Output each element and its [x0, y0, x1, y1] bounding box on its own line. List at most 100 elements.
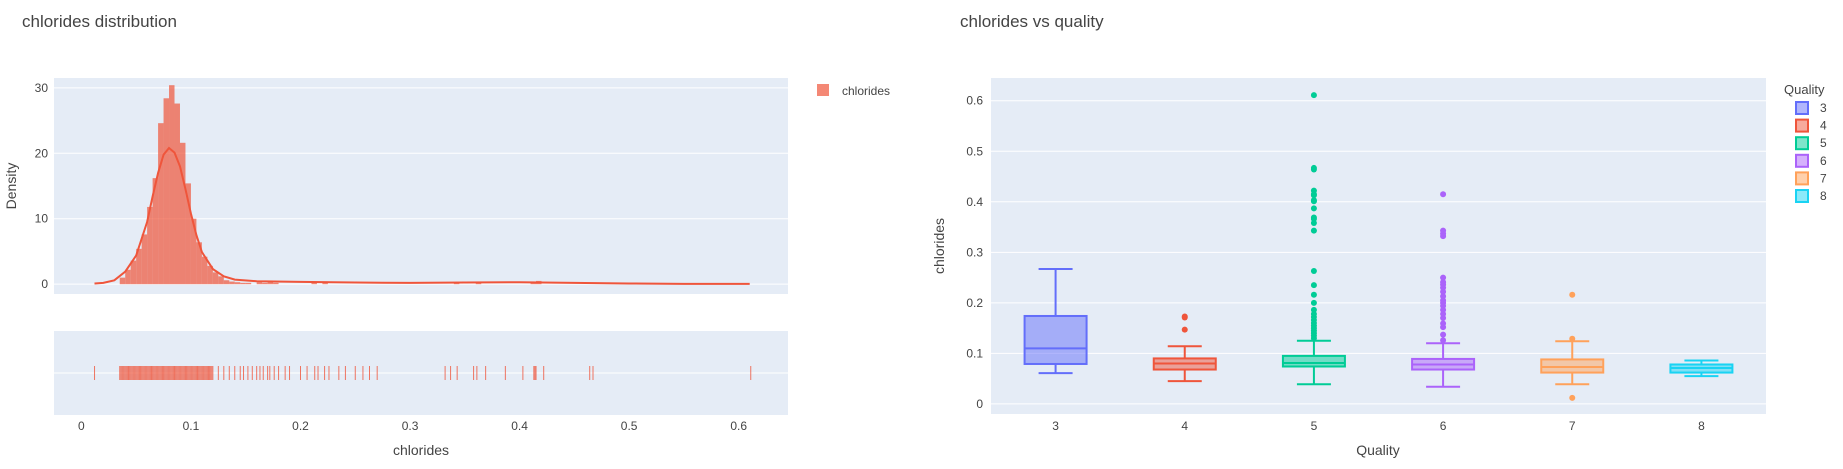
- boxplot-x-tick-label: 8: [1698, 419, 1705, 433]
- box-quality-5[interactable]: [1281, 92, 1346, 386]
- legend-label: 3: [1820, 101, 1827, 115]
- box-outlier-point: [1181, 326, 1188, 333]
- histogram-bar: [185, 183, 191, 285]
- box-quality-7[interactable]: [1540, 291, 1605, 401]
- legend-swatch: [1795, 101, 1809, 115]
- box-outlier-point: [1440, 191, 1447, 198]
- boxplot-x-tick-label: 7: [1569, 419, 1576, 433]
- legend-label-chlorides: chlorides: [842, 84, 890, 98]
- histogram-legend[interactable]: chlorides: [817, 84, 890, 98]
- box-outlier-point: [1181, 313, 1188, 320]
- box-quality-4[interactable]: [1152, 313, 1217, 383]
- histogram-bar: [234, 282, 241, 285]
- boxplot-plot-area: [991, 78, 1766, 414]
- box-outlier-point: [1569, 394, 1576, 401]
- boxplot-y-tick-label: 0.2: [966, 296, 983, 310]
- legend-item-quality-6[interactable]: 6: [1795, 153, 1827, 168]
- box-quality-6[interactable]: [1411, 191, 1476, 388]
- box-outlier-point: [1310, 227, 1317, 234]
- boxplot-gridlines: [991, 100, 1766, 405]
- histogram-bar: [179, 142, 186, 285]
- boxplot-x-tick-label: 4: [1181, 419, 1188, 433]
- histogram-x-tick-label: 0: [78, 419, 85, 433]
- boxplot-y-tick-label: 0.6: [966, 94, 983, 108]
- histogram-bar: [212, 272, 219, 285]
- histogram-bar: [136, 248, 142, 285]
- histogram-bar: [229, 281, 235, 285]
- legend-swatch-chlorides: [817, 84, 829, 96]
- distribution-title: chlorides distribution: [22, 12, 177, 31]
- legend-item-quality-7[interactable]: 7: [1795, 171, 1827, 186]
- box-outlier-point: [1310, 164, 1317, 171]
- box-outlier-point: [1310, 92, 1317, 99]
- legend-item-quality-8[interactable]: 8: [1795, 189, 1827, 203]
- boxplot-y-tick-label: 0: [976, 397, 983, 411]
- histogram-bar: [223, 280, 230, 285]
- histogram-bar: [169, 85, 175, 285]
- box-outlier-point: [1440, 320, 1447, 327]
- box-iqr: [1281, 354, 1346, 368]
- boxplot-y-tick-label: 0.4: [966, 195, 983, 209]
- legend-label: 5: [1820, 136, 1827, 150]
- box-outlier-point: [1569, 291, 1576, 298]
- histogram-bar: [273, 282, 279, 285]
- histogram-x-axis-label: chlorides: [393, 442, 449, 458]
- histogram-x-ticks: 0 0.1 0.2 0.3 0.4 0.5 0.6: [78, 419, 747, 433]
- histogram-bar: [256, 282, 263, 285]
- distribution-panel: chlorides distribution 0 10 20 30 Density 0…: [3, 12, 890, 458]
- histogram-x-tick-label: 0.4: [511, 419, 528, 433]
- box-quality-8[interactable]: [1669, 359, 1734, 378]
- histogram-x-tick-label: 0.6: [730, 419, 747, 433]
- box-quality-3[interactable]: [1023, 267, 1088, 375]
- histogram-bar: [475, 282, 482, 285]
- legend-swatch: [1795, 171, 1809, 186]
- histogram-x-tick-label: 0.3: [402, 419, 419, 433]
- legend-label: 8: [1820, 189, 1827, 203]
- box-outlier-point: [1310, 291, 1317, 298]
- histogram-bar: [196, 242, 202, 285]
- box-outlier-point: [1440, 337, 1447, 344]
- legend-swatch: [1795, 153, 1809, 168]
- boxplot-x-tick-label: 5: [1311, 419, 1318, 433]
- legend-item-quality-3[interactable]: 3: [1795, 101, 1827, 115]
- box-outlier-point: [1310, 299, 1317, 306]
- histogram-y-tick-label: 20: [35, 146, 49, 160]
- box-outlier-point: [1569, 335, 1576, 342]
- histogram-bar: [240, 282, 246, 285]
- box-outlier-point: [1440, 279, 1447, 286]
- histogram-bar: [201, 256, 208, 285]
- histogram-y-ticks: 0 10 20 30: [35, 81, 49, 291]
- histogram-y-tick-label: 10: [35, 212, 49, 226]
- histogram-bar: [218, 276, 224, 285]
- boxplot-title: chlorides vs quality: [960, 12, 1104, 31]
- box-outlier-point: [1310, 282, 1317, 289]
- box-iqr: [1023, 314, 1088, 365]
- boxplot-y-ticks: 0 0.1 0.2 0.3 0.4 0.5 0.6: [966, 94, 983, 411]
- histogram-bar: [130, 260, 137, 285]
- histogram-bar: [262, 282, 268, 285]
- box-iqr: [1540, 358, 1605, 374]
- boxplot-legend[interactable]: Quality 3 4 5 6 7 8: [1784, 82, 1827, 203]
- histogram-bar: [141, 234, 148, 285]
- histogram-bar: [207, 265, 213, 285]
- histogram-bar: [174, 103, 180, 285]
- legend-label: 6: [1820, 154, 1827, 168]
- box-outlier-point: [1440, 293, 1447, 300]
- box-outlier-point: [1310, 187, 1317, 194]
- histogram-x-tick-label: 0.2: [292, 419, 309, 433]
- rug-marks: [94, 366, 752, 380]
- histogram-bar: [125, 269, 131, 285]
- boxplot-y-axis-label: chlorides: [931, 218, 947, 274]
- histogram-y-tick-label: 0: [41, 277, 48, 291]
- legend-item-quality-5[interactable]: 5: [1795, 136, 1827, 151]
- histogram-bar: [147, 206, 153, 285]
- histogram-bar: [267, 282, 274, 285]
- boxplot-y-tick-label: 0.1: [966, 346, 983, 360]
- legend-item-quality-4[interactable]: 4: [1795, 118, 1827, 133]
- kde-curve: [94, 146, 750, 285]
- histogram-x-tick-label: 0.1: [183, 419, 200, 433]
- histogram-x-tick-label: 0.5: [621, 419, 638, 433]
- box-outlier-point: [1440, 227, 1447, 234]
- histogram-y-tick-label: 30: [35, 81, 49, 95]
- boxplot-x-ticks: 3 4 5 6 7 8: [1052, 419, 1705, 433]
